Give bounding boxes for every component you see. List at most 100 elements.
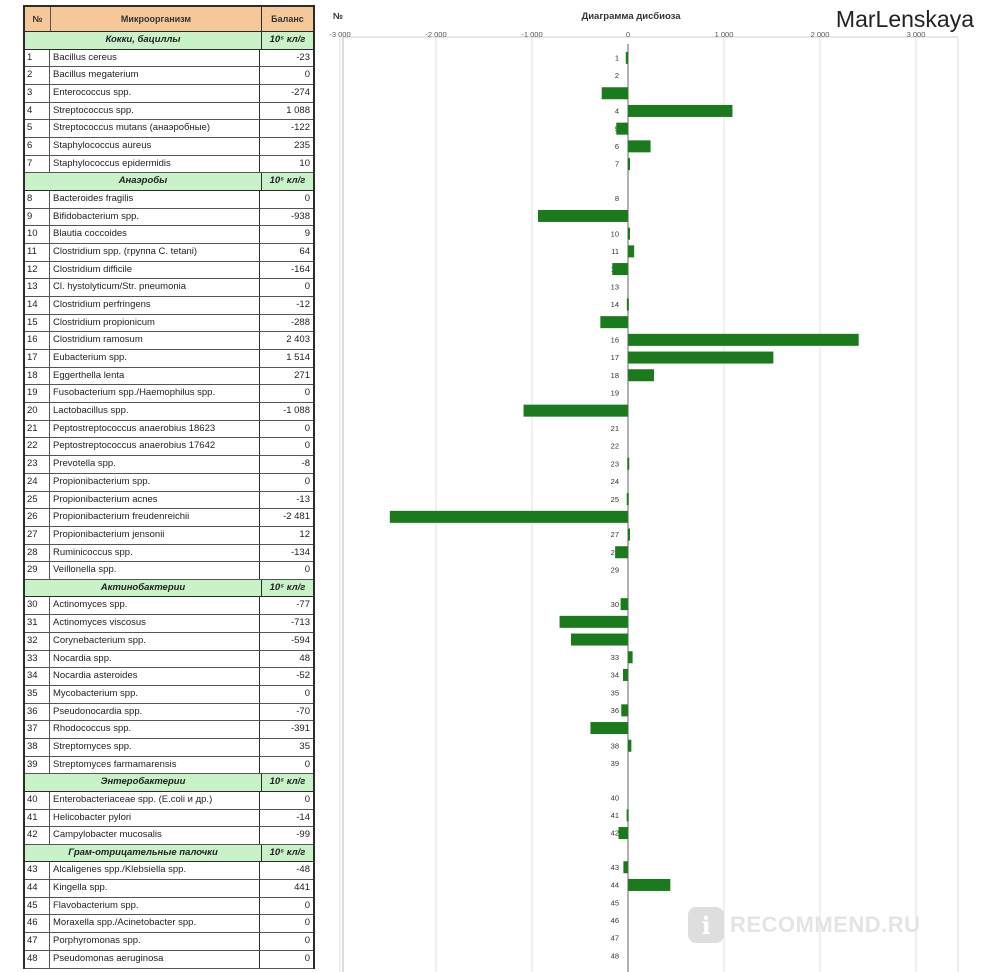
row-num: 41: [25, 809, 50, 827]
row-num: 32: [25, 632, 50, 650]
balance-value: 0: [304, 793, 310, 805]
table-row: 19 Fusobacterium spp./Haemophilus spp. 0: [25, 385, 313, 404]
bar-11: [628, 245, 635, 258]
bar-category-label: 42: [611, 829, 619, 838]
bar-category-label: 40: [611, 793, 619, 802]
balance-value: -8: [301, 458, 310, 470]
organism-name: Blautia coccoides: [50, 226, 260, 243]
balance-value: 0: [304, 475, 310, 487]
organism-name: Campylobacter mucosalis: [50, 827, 260, 844]
bar-category-label: 4: [615, 107, 619, 116]
section-unit: 10⁵ кл/г: [269, 34, 306, 45]
table-row: 16 Clostridium ramosum 2 403: [25, 332, 313, 350]
bar-category-label: 6: [615, 142, 619, 151]
chart-background: [318, 0, 982, 972]
table-row: 22 Peptostreptococcus anaerobius 17642 0: [25, 438, 313, 457]
balance-value: -52: [296, 670, 310, 682]
row-num: 17: [25, 350, 50, 367]
table-row: 26 Propionibacterium freudenreichii -2 481: [25, 509, 313, 527]
row-num: 21: [25, 420, 50, 438]
balance-value: 0: [304, 422, 310, 434]
section-title: Грам-отрицательные палочки: [25, 844, 262, 862]
table-row: 21 Peptostreptococcus anaerobius 18623 0: [25, 420, 313, 439]
bar-category-label: 17: [611, 353, 619, 362]
balance-value: 235: [294, 139, 310, 151]
table-row: 36 Pseudonocardia spp. -70: [25, 703, 313, 722]
bar-category-label: 41: [611, 811, 619, 820]
site-watermark-text: RECOMMEND.RU: [730, 912, 921, 937]
bar-category-label: 24: [611, 477, 619, 486]
bar-23: [627, 457, 630, 470]
bar-category-label: 33: [611, 653, 619, 662]
balance-value: 0: [304, 935, 310, 947]
bar-44: [628, 878, 671, 891]
row-num: 48: [25, 950, 50, 968]
table-row: 25 Propionibacterium acnes -13: [25, 491, 313, 510]
bar-25: [626, 493, 629, 506]
table-row: 9 Bifidobacterium spp. -938: [25, 208, 313, 227]
organism-name: Ruminicoccus spp.: [50, 544, 260, 562]
table-row: 4 Streptococcus spp. 1 088: [25, 102, 313, 121]
row-num: 18: [25, 367, 50, 385]
organism-name: Nocardia asteroides: [50, 668, 260, 685]
site-logo-icon: i: [688, 907, 724, 943]
organism-name: Nocardia spp.: [50, 650, 260, 668]
balance-value: -713: [290, 617, 310, 629]
bar-category-label: 27: [611, 530, 619, 539]
table-row: 23 Prevotella spp. -8: [25, 456, 313, 474]
bar-7: [628, 158, 630, 171]
bar-category-label: 18: [611, 371, 619, 380]
row-num: 46: [25, 915, 50, 933]
organism-name: Bifidobacterium spp.: [50, 208, 260, 226]
balance-value: 35: [299, 740, 310, 752]
bar-37: [590, 722, 628, 735]
bar-category-label: 21: [611, 424, 619, 433]
x-tick-label: -2 000: [425, 30, 446, 39]
row-num: 34: [25, 668, 50, 685]
table-header: № Микроорганизм Баланс: [25, 7, 313, 32]
balance-value: -77: [296, 599, 310, 611]
organism-name: Peptostreptococcus anaerobius 18623: [50, 420, 260, 438]
bar-category-label: 43: [611, 863, 619, 872]
bar-category-label: 10: [611, 229, 619, 238]
organism-name: Prevotella spp.: [50, 456, 260, 473]
table-row: 48 Pseudomonas aeruginosa 0: [25, 950, 313, 969]
table-row: 11 Clostridium spp. (группа C. tetani) 64: [25, 243, 313, 262]
x-tick-label: -1 000: [521, 30, 542, 39]
balance-value: 12: [299, 528, 310, 540]
row-num: 5: [25, 120, 50, 137]
balance-value: 0: [304, 192, 310, 204]
balance-value: 0: [304, 69, 310, 81]
organism-name: Rhodococcus spp.: [50, 721, 260, 738]
organism-name: Propionibacterium freudenreichii: [50, 509, 260, 526]
organism-name: Lactobacillus spp.: [50, 403, 260, 420]
x-tick-label: 2 000: [811, 30, 830, 39]
bar-category-label: 48: [611, 951, 619, 960]
row-num: 11: [25, 243, 50, 261]
bar-31: [559, 615, 628, 628]
row-num: 35: [25, 685, 50, 703]
bar-6: [628, 140, 651, 153]
organism-name: Mycobacterium spp.: [50, 685, 260, 703]
organism-name: Propionibacterium acnes: [50, 491, 260, 509]
bar-category-label: 22: [611, 442, 619, 451]
balance-value: -274: [290, 86, 310, 98]
bar-38: [628, 739, 632, 752]
chart-corner-label: №: [333, 11, 343, 21]
table-row: 5 Streptococcus mutans (анаэробные) -122: [25, 120, 313, 138]
table-row: 30 Actinomyces spp. -77: [25, 597, 313, 616]
table-row: 14 Clostridium perfringens -12: [25, 296, 313, 315]
organism-name: Enterobacteriaceae spp. (E.coli и др.): [50, 791, 260, 809]
table-row: 33 Nocardia spp. 48: [25, 650, 313, 669]
organism-name: Staphylococcus epidermidis: [50, 155, 260, 173]
bar-category-label: 36: [611, 706, 619, 715]
row-num: 25: [25, 491, 50, 509]
section-title: Кокки, бациллы: [25, 32, 262, 49]
bar-category-label: 7: [615, 160, 619, 169]
row-num: 24: [25, 473, 50, 491]
table-row: 34 Nocardia asteroides -52: [25, 668, 313, 686]
table-row: 38 Streptomyces spp. 35: [25, 738, 313, 757]
row-num: 43: [25, 862, 50, 880]
row-num: 29: [25, 562, 50, 579]
bar-category-label: 35: [611, 688, 619, 697]
